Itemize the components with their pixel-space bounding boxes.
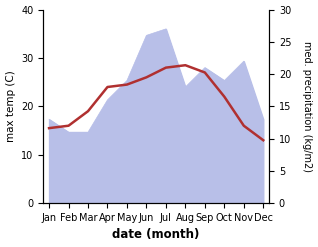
X-axis label: date (month): date (month): [113, 228, 200, 242]
Y-axis label: max temp (C): max temp (C): [5, 70, 16, 142]
Y-axis label: med. precipitation (kg/m2): med. precipitation (kg/m2): [302, 41, 313, 172]
